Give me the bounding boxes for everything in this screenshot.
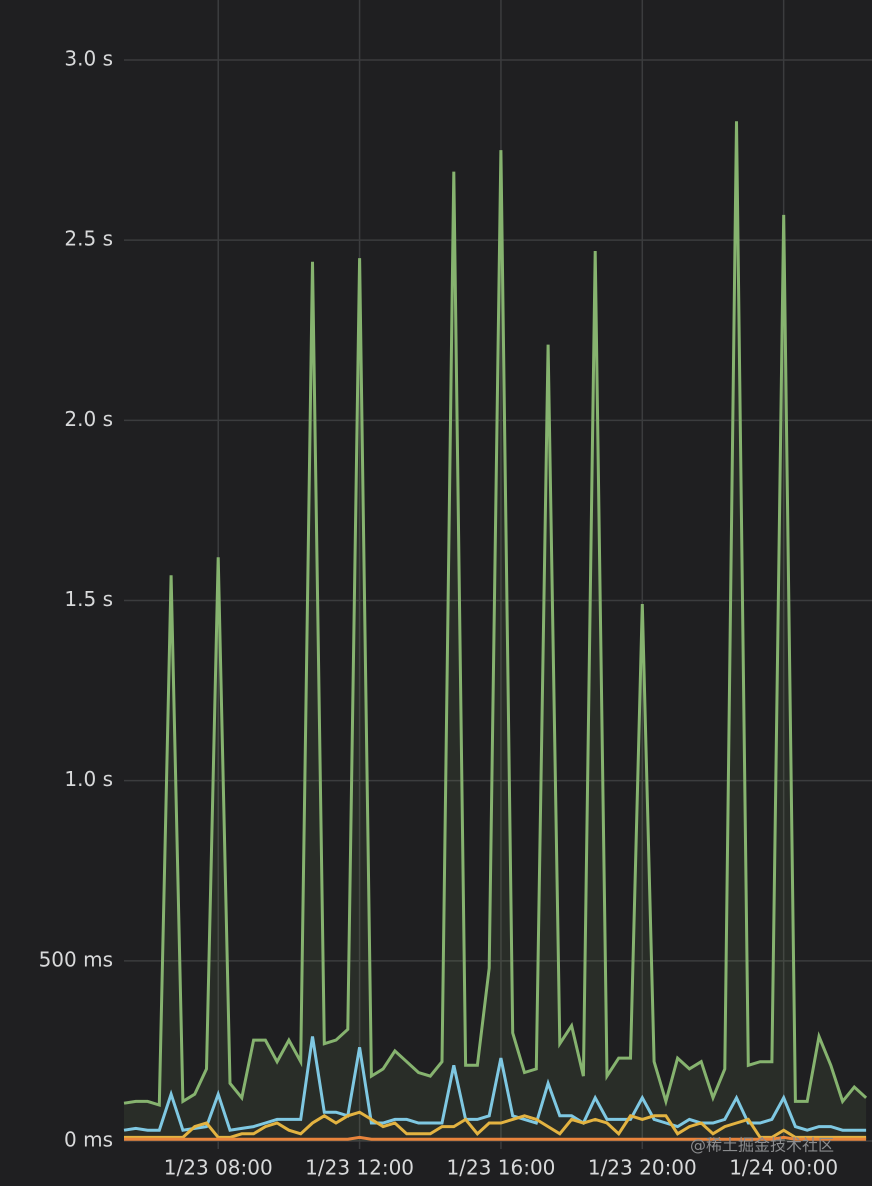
line: [124, 1110, 867, 1139]
x-tick-label: 1/23 12:00: [305, 1156, 414, 1180]
y-tick-label: 0 ms: [64, 1128, 113, 1152]
y-tick-label: 2.0 s: [64, 407, 113, 431]
line: [124, 1135, 867, 1141]
grid: [124, 0, 872, 1149]
y-tick-label: 1.0 s: [64, 767, 113, 791]
y-tick-label: 3.0 s: [64, 47, 113, 71]
labels: 0 ms 500 ms 1.0 s 1.5 s 2.0 s 2.5 s 3.0 s 1/23 …: [39, 47, 839, 1180]
watermark: @稀土掘金技术社区: [690, 1136, 834, 1155]
y-tick-label: 2.5 s: [64, 227, 113, 251]
y-tick-label: 1.5 s: [64, 587, 113, 611]
line: [123, 121, 868, 1108]
x-tick-label: 1/24 00:00: [729, 1156, 838, 1180]
x-tick-label: 1/23 16:00: [446, 1156, 555, 1180]
x-tick-label: 1/23 08:00: [164, 1156, 273, 1180]
line: [123, 1036, 867, 1132]
x-tick-label: 1/23 20:00: [588, 1156, 697, 1180]
y-tick-label: 500 ms: [39, 947, 113, 971]
plot-area: [123, 121, 868, 1142]
